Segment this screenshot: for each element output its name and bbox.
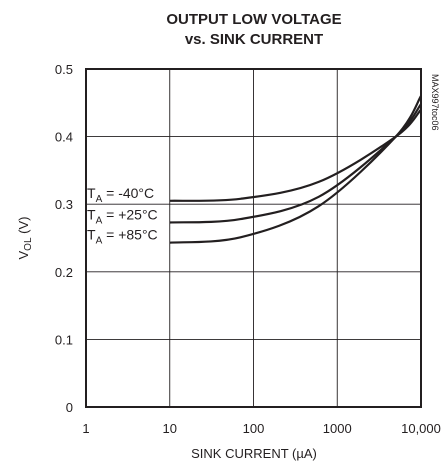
x-axis-label: SINK CURRENT (µA) [191, 446, 317, 461]
y-tick-label: 0.5 [55, 62, 73, 77]
series-line-1 [169, 103, 422, 224]
series-curves [169, 95, 422, 244]
y-tick-label: 0 [66, 400, 73, 415]
chart-title-line2: vs. SINK CURRENT [185, 31, 323, 48]
y-axis-label: VOL (V) [16, 217, 34, 260]
series-line-2 [169, 95, 422, 244]
series-labels: TA = -40°CTA = +25°CTA = +85°C [87, 185, 158, 247]
y-tick-label: 0.3 [55, 197, 73, 212]
series-label-2: TA = +85°C [87, 227, 158, 247]
x-tick-label: 100 [243, 421, 265, 436]
y-tick-label: 0.2 [55, 265, 73, 280]
x-tick-label: 10 [163, 421, 177, 436]
part-number-label: MAX997toc06 [430, 74, 440, 131]
x-tick-label: 1 [82, 421, 89, 436]
x-tick-label: 1000 [323, 421, 352, 436]
plot-frame [85, 68, 422, 408]
x-tick-label: 10,000 [401, 421, 441, 436]
series-label-0: TA = -40°C [87, 185, 154, 205]
chart-title-line1: OUTPUT LOW VOLTAGE [166, 11, 341, 28]
y-tick-label: 0.1 [55, 332, 73, 347]
y-tick-labels: 0 0.1 0.2 0.3 0.4 0.5 [55, 62, 73, 415]
series-line-0 [169, 108, 422, 202]
series-label-1: TA = +25°C [87, 207, 158, 227]
x-tick-labels: 1 10 100 1000 10,000 [82, 421, 441, 436]
y-tick-label: 0.4 [55, 130, 73, 145]
